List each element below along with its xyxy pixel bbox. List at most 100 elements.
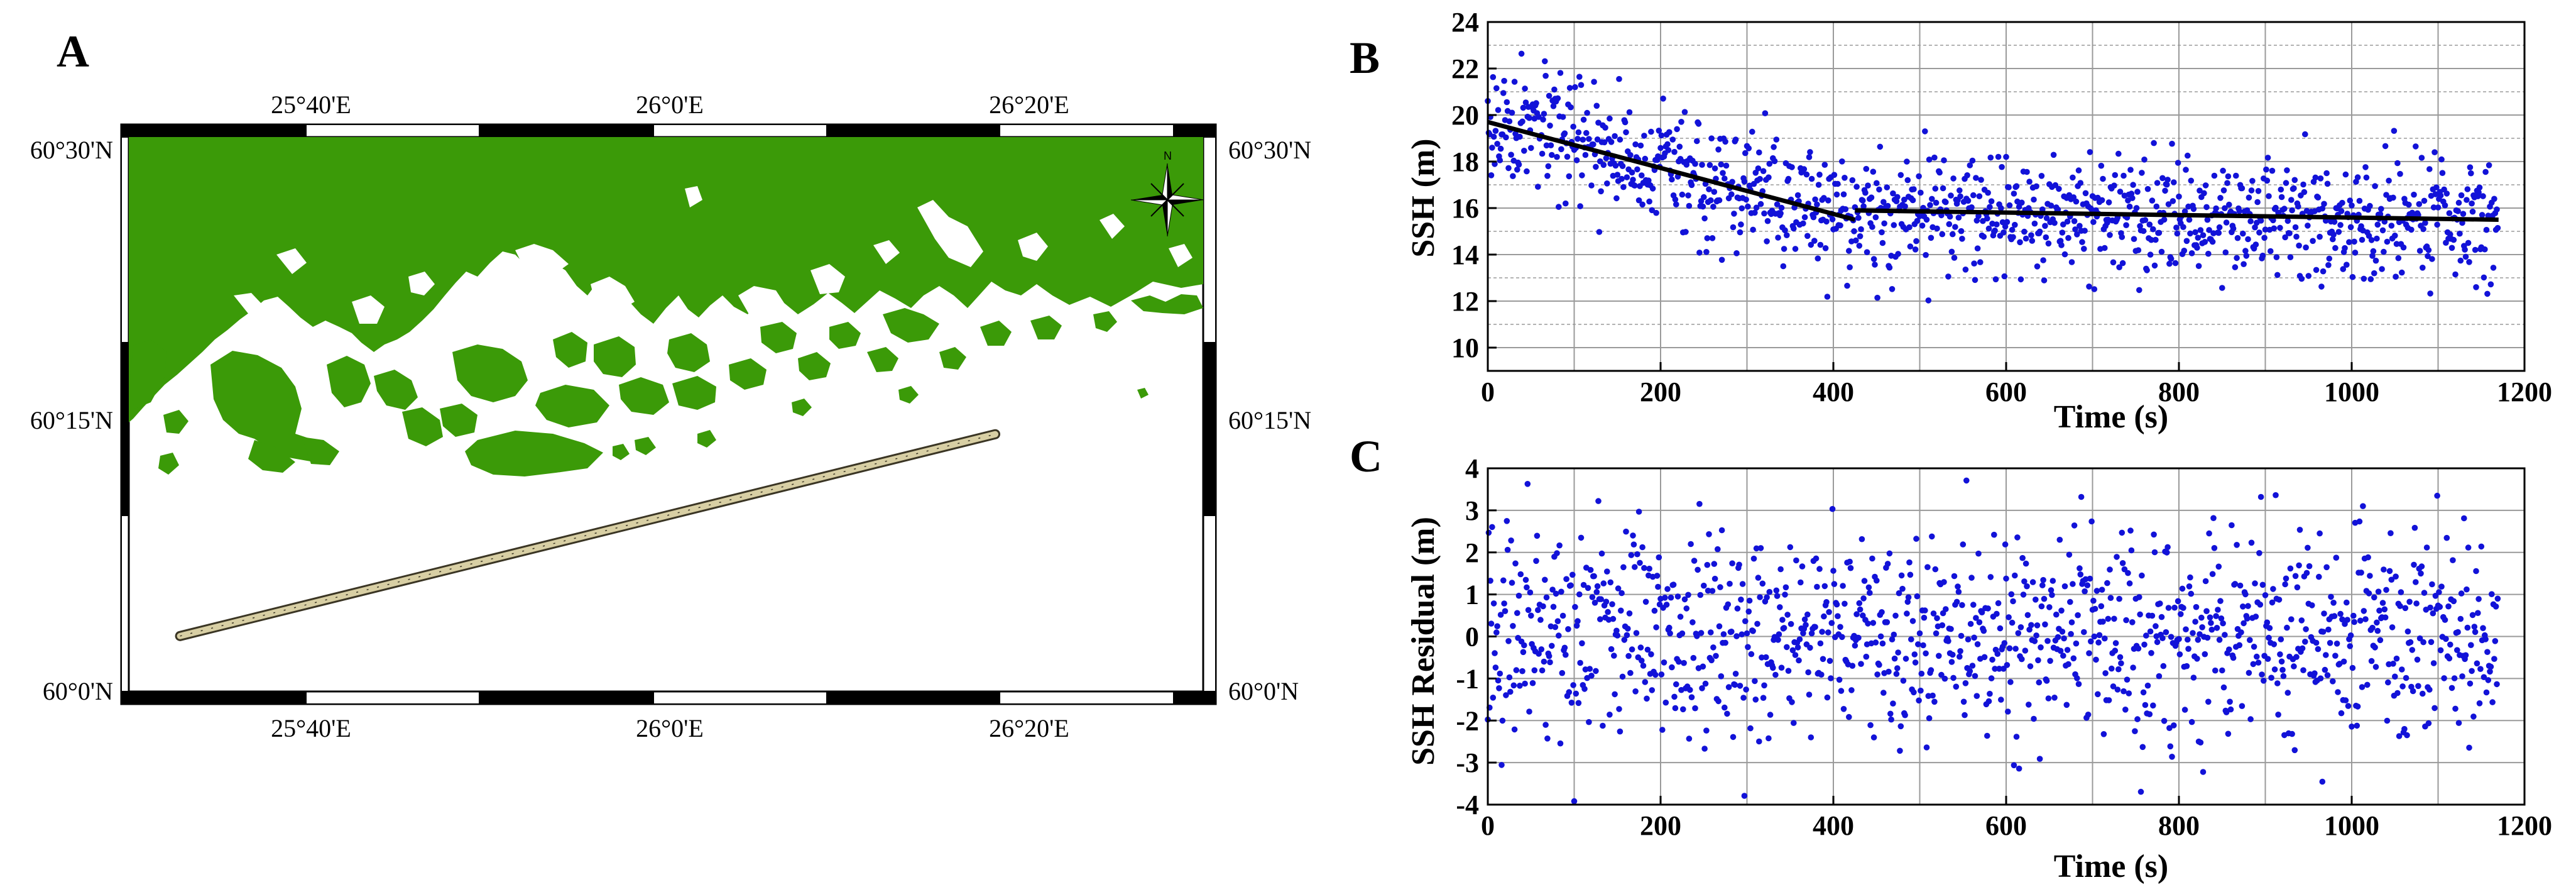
data-point bbox=[1922, 128, 1928, 135]
compass-north-label: N bbox=[1164, 150, 1172, 162]
data-point bbox=[2494, 206, 2500, 213]
data-point bbox=[1965, 636, 1972, 642]
map-frame-corner bbox=[1203, 124, 1216, 137]
data-point bbox=[1895, 649, 1901, 656]
data-point bbox=[2058, 242, 2065, 248]
data-point bbox=[2059, 629, 2066, 635]
data-point bbox=[1573, 157, 1580, 163]
data-point bbox=[1971, 634, 1977, 641]
data-point bbox=[1912, 659, 1919, 666]
data-point bbox=[1503, 692, 1509, 698]
data-point bbox=[2264, 177, 2271, 184]
data-point bbox=[1760, 168, 1767, 175]
data-point bbox=[2232, 581, 2239, 587]
data-point bbox=[1510, 623, 1516, 629]
data-point bbox=[2390, 194, 2396, 201]
data-point bbox=[2280, 673, 2287, 680]
data-point bbox=[2046, 604, 2053, 610]
data-point bbox=[2384, 238, 2391, 245]
data-point bbox=[2399, 683, 2406, 690]
data-point bbox=[1494, 141, 1500, 147]
data-point bbox=[1884, 561, 1891, 567]
data-point bbox=[1716, 623, 1723, 630]
data-point bbox=[2151, 140, 2157, 146]
data-point bbox=[1729, 560, 1735, 566]
data-point bbox=[2127, 167, 2134, 173]
data-point bbox=[2345, 703, 2352, 709]
data-point bbox=[2202, 651, 2208, 658]
data-point bbox=[1521, 148, 1527, 154]
data-point bbox=[2042, 223, 2048, 229]
data-point bbox=[1781, 246, 1787, 252]
data-point bbox=[1976, 619, 1983, 625]
data-point bbox=[2359, 684, 2366, 690]
data-point bbox=[1701, 582, 1707, 589]
data-point bbox=[2081, 629, 2087, 636]
data-point bbox=[1626, 610, 1633, 617]
data-point bbox=[2465, 544, 2472, 551]
data-point bbox=[2036, 228, 2043, 235]
data-point bbox=[2284, 690, 2291, 696]
data-point bbox=[1670, 581, 1677, 588]
data-point bbox=[2478, 543, 2485, 550]
data-point bbox=[1823, 599, 1830, 605]
map-frame-segment-bottom bbox=[305, 691, 480, 705]
data-point bbox=[2142, 702, 2149, 708]
data-point bbox=[1628, 552, 1635, 558]
data-point bbox=[2393, 655, 2400, 662]
y-tick-label: 10 bbox=[1451, 333, 1479, 363]
data-point bbox=[1766, 588, 1773, 595]
data-point bbox=[1738, 597, 1744, 603]
data-point bbox=[2135, 247, 2142, 253]
data-point bbox=[1588, 673, 1595, 679]
data-point bbox=[1837, 624, 1843, 630]
data-point bbox=[1936, 652, 1942, 659]
data-point bbox=[2031, 638, 2038, 644]
data-point bbox=[1750, 226, 1756, 233]
data-point bbox=[2226, 201, 2232, 208]
data-point bbox=[2068, 259, 2075, 265]
data-point bbox=[1507, 688, 1514, 695]
data-point bbox=[1851, 228, 1857, 234]
data-point bbox=[1666, 129, 1673, 135]
data-point bbox=[2321, 201, 2327, 207]
data-point bbox=[2226, 646, 2232, 652]
data-point bbox=[2082, 588, 2088, 595]
data-point bbox=[1701, 194, 1707, 201]
data-point bbox=[2222, 249, 2229, 256]
data-point bbox=[2181, 208, 2188, 215]
data-point bbox=[1837, 222, 1843, 229]
data-point bbox=[2059, 229, 2066, 236]
data-point bbox=[1729, 179, 1735, 185]
data-point bbox=[1842, 600, 1848, 607]
data-point bbox=[1490, 600, 1497, 607]
data-point bbox=[2131, 236, 2137, 243]
data-point bbox=[1673, 201, 1679, 208]
data-point bbox=[1890, 700, 1896, 707]
data-point bbox=[1955, 214, 1962, 221]
data-point bbox=[2160, 663, 2167, 669]
data-point bbox=[2159, 635, 2166, 641]
data-point bbox=[2087, 575, 2093, 582]
data-point bbox=[1738, 221, 1744, 228]
data-point bbox=[2093, 656, 2099, 663]
data-point bbox=[2024, 168, 2030, 175]
data-point bbox=[1539, 667, 1546, 674]
data-point bbox=[2372, 183, 2378, 189]
data-point bbox=[2467, 680, 2474, 687]
data-point bbox=[1801, 616, 1808, 623]
data-point bbox=[1766, 174, 1772, 181]
data-point bbox=[2299, 645, 2306, 652]
data-point bbox=[1991, 531, 1997, 538]
data-point bbox=[2095, 691, 2101, 698]
data-point bbox=[2484, 649, 2491, 655]
data-point bbox=[1709, 235, 1716, 241]
data-point bbox=[2133, 205, 2140, 211]
data-point bbox=[2073, 198, 2080, 205]
data-point bbox=[1791, 225, 1797, 232]
data-point bbox=[1575, 136, 1581, 142]
data-point bbox=[1706, 186, 1712, 192]
data-point bbox=[2000, 229, 2007, 236]
data-point bbox=[1839, 634, 1845, 641]
data-point bbox=[2378, 206, 2384, 212]
